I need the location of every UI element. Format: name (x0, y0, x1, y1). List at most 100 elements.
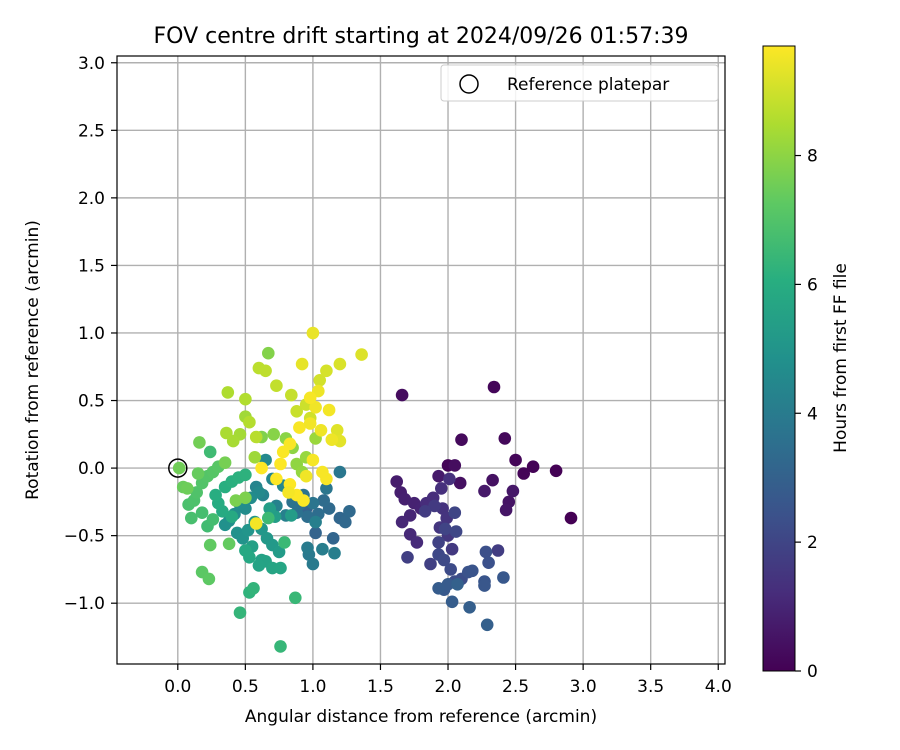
data-point (322, 403, 336, 417)
data-point (185, 511, 198, 525)
data-point (190, 486, 203, 499)
data-point (435, 482, 448, 495)
data-point (255, 461, 268, 475)
y-tick-label: 2.5 (78, 121, 105, 141)
data-point (437, 553, 451, 567)
data-point (491, 544, 505, 557)
y-axis-label: Rotation from reference (arcmin) (23, 220, 43, 500)
data-point (306, 453, 320, 467)
data-point (333, 357, 347, 371)
data-point (395, 388, 409, 402)
y-tick-label: 3.0 (78, 54, 105, 74)
y-tick-label: −0.5 (64, 527, 105, 547)
data-point (486, 473, 499, 487)
data-point (487, 380, 501, 394)
data-point (517, 467, 530, 480)
y-axis-ticks: −1.0 −0.5 0.0 0.5 1.0 1.5 2.0 2.5 3.0 (64, 54, 117, 614)
data-point (443, 472, 456, 486)
data-point (564, 511, 578, 525)
data-point (309, 515, 322, 529)
data-point (270, 379, 283, 393)
colorbar-tick-label: 0 (807, 662, 818, 682)
data-point (418, 505, 432, 518)
data-point (526, 460, 540, 474)
chart-title: FOV centre drift starting at 2024/09/26 … (154, 24, 689, 49)
data-point (317, 494, 331, 507)
data-point (239, 544, 252, 557)
data-point (448, 506, 462, 519)
data-point (262, 346, 275, 360)
data-point (263, 502, 277, 515)
data-point (209, 488, 222, 502)
data-point (259, 364, 272, 378)
data-point (478, 484, 491, 498)
data-point (395, 515, 409, 529)
data-point (278, 536, 291, 549)
data-point (449, 525, 463, 538)
colorbar: 0 2 4 6 8 Hours from first FF file (762, 45, 851, 682)
data-point (301, 541, 314, 555)
data-point (343, 505, 356, 518)
data-point (220, 426, 233, 440)
data-point (285, 388, 298, 402)
data-point (262, 511, 275, 525)
colorbar-ticks: 0 2 4 6 8 (795, 147, 818, 682)
data-point (410, 536, 424, 549)
data-point (221, 386, 235, 399)
legend-entry-label: Reference platepar (507, 75, 669, 95)
data-point (453, 476, 467, 490)
data-point (314, 424, 328, 437)
data-point (249, 517, 263, 530)
data-point (297, 494, 310, 507)
data-point (218, 456, 232, 470)
data-point (479, 545, 493, 559)
data-point (320, 364, 333, 378)
data-point (270, 472, 283, 486)
x-tick-label: 2.0 (434, 677, 461, 697)
colorbar-label: Hours from first FF file (831, 263, 851, 453)
x-tick-label: 3.0 (570, 677, 597, 697)
data-point (274, 457, 287, 471)
data-point (274, 561, 287, 575)
data-point (306, 557, 320, 571)
data-point (339, 515, 352, 529)
data-point (451, 578, 464, 591)
data-point (320, 482, 333, 495)
data-point (203, 445, 217, 459)
data-point (498, 432, 512, 445)
data-point (181, 482, 194, 495)
x-tick-label: 0.5 (232, 677, 259, 697)
data-point (225, 510, 239, 523)
data-point (239, 468, 252, 482)
data-point (316, 465, 329, 479)
data-point (316, 542, 329, 556)
data-points (172, 326, 578, 653)
data-point (195, 506, 209, 519)
x-axis-ticks: 0.0 0.5 1.0 1.5 2.0 2.5 3.0 3.5 4.0 (164, 664, 732, 697)
data-point (444, 563, 458, 576)
data-point (206, 513, 220, 526)
y-tick-label: 1.0 (78, 324, 105, 344)
data-point (193, 436, 206, 449)
data-point (432, 469, 445, 483)
data-point (466, 564, 479, 578)
legend-box (440, 64, 719, 102)
data-point (509, 453, 522, 467)
data-point (248, 451, 262, 464)
data-point (313, 374, 327, 387)
data-point (233, 606, 247, 619)
data-point (203, 538, 217, 552)
data-point (506, 484, 520, 498)
data-point (222, 537, 236, 551)
data-point (463, 601, 476, 614)
data-point (325, 433, 339, 447)
data-point (499, 503, 513, 517)
data-point (328, 546, 341, 560)
data-point (432, 536, 445, 549)
data-point (274, 640, 287, 653)
data-point (303, 391, 317, 405)
data-point (309, 401, 322, 414)
data-point (239, 392, 252, 406)
data-point (202, 572, 216, 586)
legend: Reference platepar (440, 64, 719, 102)
